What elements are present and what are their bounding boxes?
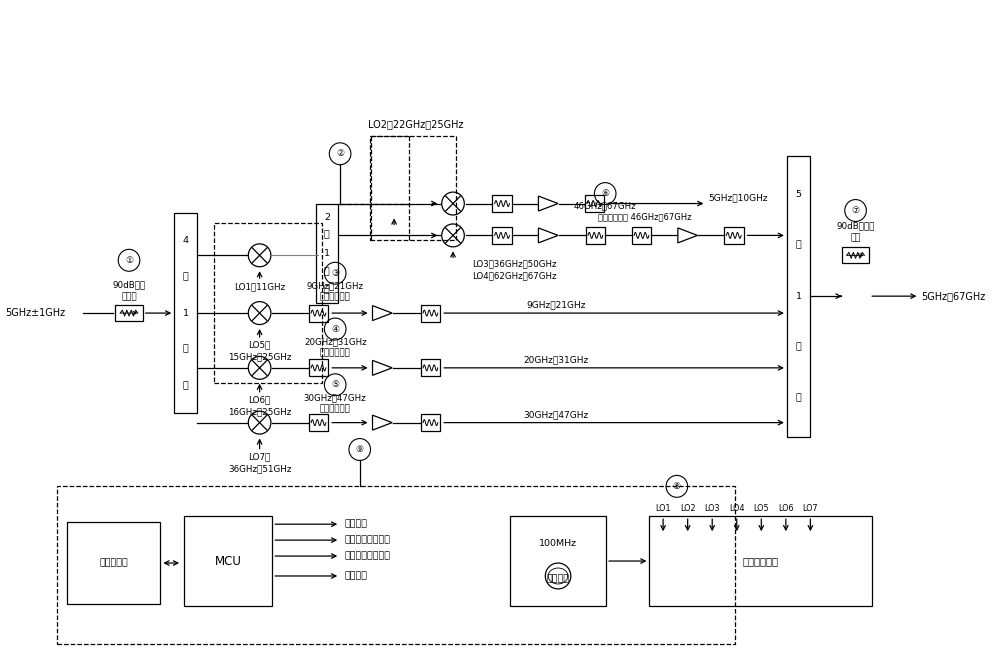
Text: ④: ④: [331, 325, 339, 334]
Bar: [309, 359, 328, 376]
Text: 100MHz: 100MHz: [539, 539, 577, 547]
Text: LO6：: LO6：: [248, 395, 271, 404]
Text: 30GHz～47GHz: 30GHz～47GHz: [523, 410, 589, 419]
Text: LO2：22GHz～25GHz: LO2：22GHz～25GHz: [368, 119, 463, 129]
Text: 开关控制: 开关控制: [345, 519, 368, 529]
Text: 变频本振产生控制: 变频本振产生控制: [345, 551, 391, 561]
Text: 20GHz～31GHz: 20GHz～31GHz: [304, 337, 367, 346]
Text: ⑧: ⑧: [673, 482, 681, 491]
Text: 1: 1: [796, 292, 802, 301]
Bar: [184, 516, 272, 606]
Bar: [649, 516, 872, 606]
Text: 开关滤波模块 46GHz～67GHz: 开关滤波模块 46GHz～67GHz: [598, 212, 691, 221]
Text: 选: 选: [183, 273, 188, 281]
Text: LO2: LO2: [680, 504, 695, 513]
Text: ⑤: ⑤: [331, 380, 339, 389]
Text: 开关滤波模块: 开关滤波模块: [320, 348, 351, 357]
Bar: [842, 247, 869, 263]
Text: 20GHz～31GHz: 20GHz～31GHz: [523, 355, 589, 364]
Bar: [370, 136, 456, 240]
Text: 衰减器: 衰减器: [121, 293, 137, 302]
Bar: [585, 195, 604, 212]
Text: ⑨: ⑨: [356, 445, 364, 454]
Bar: [510, 516, 606, 606]
Text: 恒温晶振: 恒温晶振: [547, 575, 570, 583]
Bar: [309, 305, 328, 322]
Text: 选: 选: [796, 241, 801, 249]
Text: LO1：11GHz: LO1：11GHz: [234, 283, 285, 292]
Text: LO7：: LO7：: [248, 452, 271, 461]
Text: ⑥: ⑥: [601, 189, 609, 198]
Text: 关: 关: [796, 394, 801, 403]
Text: 减器: 减器: [850, 233, 861, 242]
Bar: [492, 227, 512, 244]
Text: 16GHz～25GHz: 16GHz～25GHz: [228, 407, 291, 416]
Text: 功率控制: 功率控制: [345, 571, 368, 581]
Text: 4: 4: [182, 236, 188, 245]
Bar: [174, 213, 197, 413]
Text: ②: ②: [336, 149, 344, 158]
Text: 36GHz～51GHz: 36GHz～51GHz: [228, 464, 291, 473]
Text: 5GHz±1GHz: 5GHz±1GHz: [5, 308, 65, 318]
Text: 开: 开: [796, 342, 801, 352]
Text: LO4：62GHz～67GHz: LO4：62GHz～67GHz: [472, 272, 556, 281]
Bar: [57, 486, 735, 644]
Text: LO4: LO4: [729, 504, 745, 513]
Bar: [214, 223, 322, 383]
Text: LO3：36GHz～50GHz: LO3：36GHz～50GHz: [472, 260, 556, 269]
Text: 关: 关: [324, 285, 330, 294]
Bar: [586, 227, 605, 244]
Text: 开: 开: [324, 267, 330, 276]
Bar: [421, 414, 440, 431]
Text: 9GHz～21GHz: 9GHz～21GHz: [526, 301, 586, 310]
Text: LO5：: LO5：: [248, 340, 271, 349]
Text: ③: ③: [331, 269, 339, 278]
Text: 以太网通信: 以太网通信: [99, 559, 128, 567]
Bar: [309, 414, 328, 431]
Text: ⑦: ⑦: [851, 206, 860, 215]
Text: 1: 1: [182, 309, 188, 318]
Text: LO5: LO5: [753, 504, 769, 513]
Bar: [67, 522, 160, 604]
Text: 1: 1: [324, 249, 330, 258]
Text: 变频本振模块: 变频本振模块: [743, 556, 779, 566]
Bar: [724, 227, 744, 244]
Bar: [421, 359, 440, 376]
Text: 选: 选: [324, 231, 330, 239]
Text: 开关滤波模块: 开关滤波模块: [320, 404, 351, 413]
Text: 5: 5: [796, 190, 802, 199]
Text: LO6: LO6: [778, 504, 794, 513]
Text: 2: 2: [324, 213, 330, 221]
Text: LO3: LO3: [704, 504, 720, 513]
Bar: [316, 203, 338, 303]
Text: 开关滤波器组控制: 开关滤波器组控制: [345, 535, 391, 545]
Text: 15GHz～25GHz: 15GHz～25GHz: [228, 352, 291, 361]
Text: 46GHz～67GHz: 46GHz～67GHz: [574, 201, 637, 210]
Text: LO1: LO1: [655, 504, 671, 513]
Text: 5GHz～67GHz: 5GHz～67GHz: [921, 291, 986, 301]
Bar: [421, 305, 440, 322]
Bar: [115, 305, 143, 321]
Bar: [492, 195, 512, 212]
Text: 9GHz～21GHz: 9GHz～21GHz: [307, 282, 364, 291]
Bar: [632, 227, 651, 244]
Bar: [787, 156, 810, 436]
Text: 开关滤波模块: 开关滤波模块: [320, 293, 351, 302]
Text: ①: ①: [125, 256, 133, 265]
Text: 90dB数控: 90dB数控: [112, 281, 146, 290]
Text: MCU: MCU: [215, 555, 242, 567]
Text: 关: 关: [183, 381, 188, 390]
Text: 5GHz～10GHz: 5GHz～10GHz: [708, 193, 768, 202]
Text: 30GHz～47GHz: 30GHz～47GHz: [304, 393, 367, 402]
Text: 90dB同轴衰: 90dB同轴衰: [836, 221, 875, 230]
Text: LO7: LO7: [803, 504, 818, 513]
Text: 开: 开: [183, 344, 188, 354]
